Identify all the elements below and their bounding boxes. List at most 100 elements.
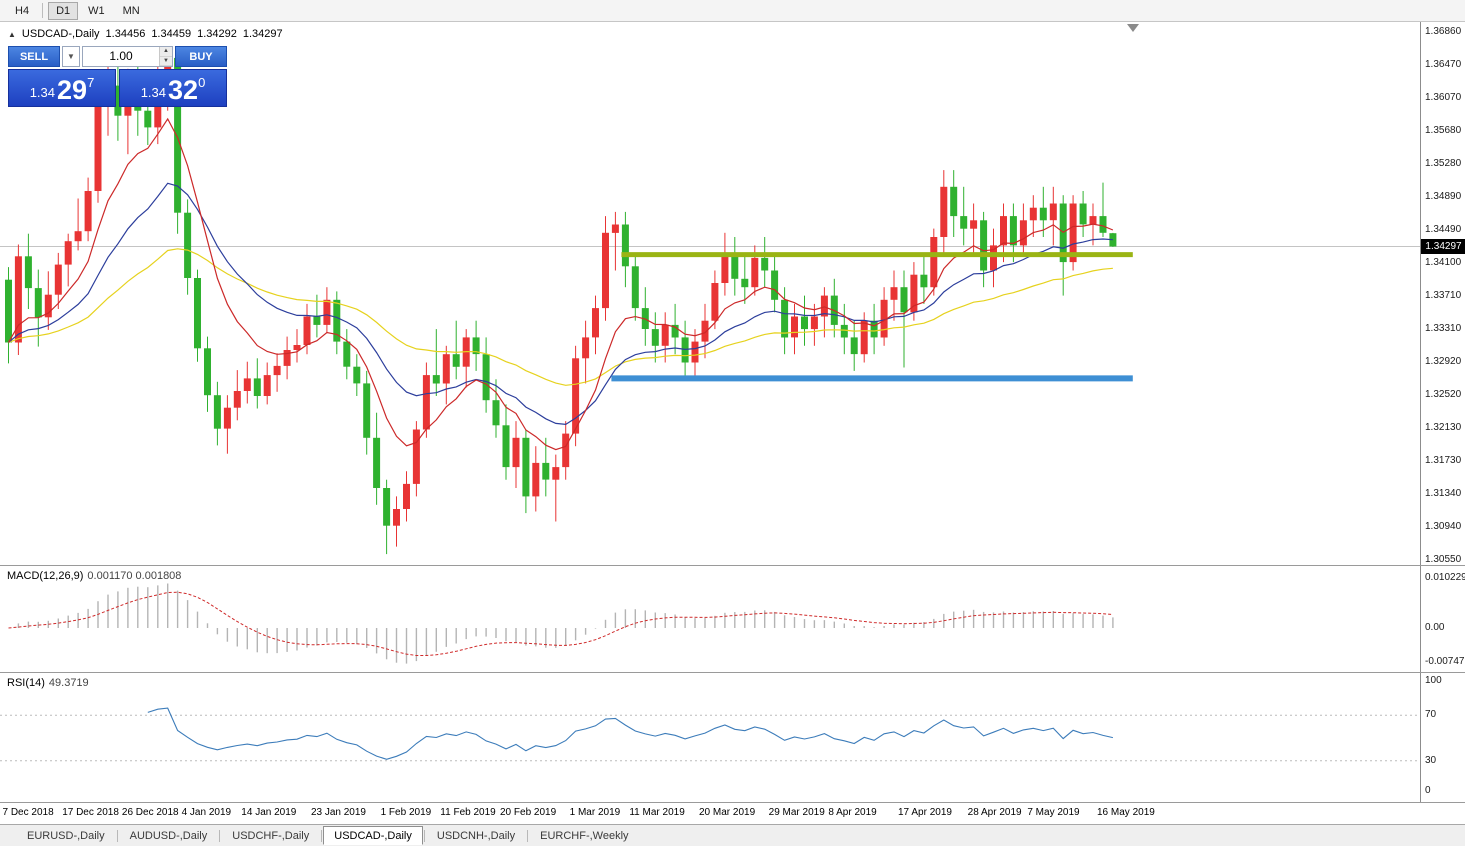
time-axis-label: 20 Feb 2019 — [500, 807, 557, 818]
timeframe-toolbar: H4 D1 W1 MN — [0, 0, 1465, 22]
macd-scale-tick: -0.007477 — [1425, 656, 1465, 667]
timeframe-w1-button[interactable]: W1 — [88, 4, 105, 17]
macd-plot[interactable] — [0, 566, 1420, 673]
macd-label: MACD(12,26,9) 0.001170 0.001808 — [7, 570, 181, 582]
volume-up-button[interactable]: ▲ — [160, 47, 172, 57]
tab-audusd-daily[interactable]: AUDUSD-,Daily — [129, 829, 208, 842]
price-tick: 1.35680 — [1425, 125, 1462, 136]
time-axis-label: 7 Dec 2018 — [2, 807, 54, 818]
time-axis-label: 7 May 2019 — [1027, 807, 1080, 818]
time-axis[interactable]: 7 Dec 2018 17 Dec 2018 26 Dec 2018 4 Jan 20… — [0, 802, 1465, 824]
tab-eurchf-weekly[interactable]: EURCHF-,Weekly — [540, 829, 629, 842]
current-price-badge: 1.34297 — [1421, 239, 1465, 254]
tab-separator — [219, 829, 221, 842]
macd-scale-tick: 0.00 — [1425, 622, 1445, 633]
rsi-scale-tick: 0 — [1425, 785, 1431, 796]
price-tick: 1.34490 — [1425, 224, 1462, 235]
price-tick: 1.35280 — [1425, 158, 1462, 169]
macd-pane: MACD(12,26,9) 0.001170 0.001808 0.010229 0… — [0, 565, 1465, 672]
time-axis-label: 14 Jan 2019 — [241, 807, 297, 818]
ohlc-close: 1.34297 — [242, 28, 283, 40]
price-tick: 1.36860 — [1425, 26, 1462, 37]
rsi-scale-tick: 30 — [1425, 755, 1437, 766]
chart-symbol-period: USDCAD-,Daily — [21, 28, 100, 40]
price-tick: 1.33310 — [1425, 323, 1462, 334]
tab-usdcnh-daily[interactable]: USDCNH-,Daily — [436, 829, 516, 842]
macd-scale[interactable]: 0.010229 0.00 -0.007477 — [1420, 566, 1465, 672]
time-axis-label: 17 Apr 2019 — [898, 807, 952, 818]
main-price-scale[interactable]: 1.36860 1.36470 1.36070 1.35680 1.35280 1.348… — [1420, 22, 1465, 565]
tab-usdcad-daily[interactable]: USDCAD-,Daily — [323, 826, 423, 845]
time-axis-label: 1 Feb 2019 — [380, 807, 432, 818]
ohlc-high: 1.34459 — [151, 28, 192, 40]
rsi-pane: RSI(14) 49.3719 100 70 30 0 — [0, 672, 1465, 802]
chevron-down-icon: ▼ — [67, 52, 75, 61]
rsi-value: 49.3719 — [48, 677, 89, 689]
tab-separator — [527, 829, 529, 842]
price-tick: 1.30550 — [1425, 554, 1462, 565]
volume-field: 1.00 ▲ ▼ — [82, 46, 173, 67]
sell-price-main: 29 — [57, 75, 88, 105]
sell-price-prefix: 1.34 — [29, 85, 56, 100]
chart-area: ▲ USDCAD-,Daily 1.34456 1.34459 1.34292 … — [0, 22, 1465, 824]
price-tick: 1.33710 — [1425, 290, 1462, 301]
time-axis-label: 29 Mar 2019 — [768, 807, 825, 818]
volume-spinner: ▲ ▼ — [159, 47, 172, 66]
one-click-trading-panel: SELL ▼ 1.00 ▲ ▼ BUY 1.34 — [8, 46, 227, 107]
time-axis-label: 16 May 2019 — [1097, 807, 1155, 818]
time-axis-label: 8 Apr 2019 — [828, 807, 877, 818]
sell-price-pip: 7 — [87, 75, 95, 90]
rsi-plot[interactable] — [0, 673, 1420, 803]
rsi-scale[interactable]: 100 70 30 0 — [1420, 673, 1465, 802]
price-tick: 1.36070 — [1425, 92, 1462, 103]
timeframe-h4-button[interactable]: H4 — [15, 4, 30, 17]
buy-price-pip: 0 — [198, 75, 206, 90]
time-axis-label: 28 Apr 2019 — [967, 807, 1022, 818]
tab-separator — [321, 829, 323, 842]
price-tick: 1.32920 — [1425, 356, 1462, 367]
volume-down-button[interactable]: ▼ — [160, 56, 172, 66]
tab-separator — [423, 829, 425, 842]
tab-eurusd-daily[interactable]: EURUSD-,Daily — [27, 829, 105, 842]
macd-scale-tick: 0.010229 — [1425, 572, 1465, 583]
time-axis-label: 17 Dec 2018 — [62, 807, 119, 818]
buy-button[interactable]: BUY — [175, 46, 227, 67]
macd-name: MACD(12,26,9) — [7, 570, 84, 582]
volume-dropdown-button[interactable]: ▼ — [62, 46, 80, 67]
buy-price-button[interactable]: 1.34 32 0 — [119, 69, 227, 107]
buy-price-prefix: 1.34 — [140, 85, 167, 100]
sell-button[interactable]: SELL — [8, 46, 60, 67]
timeframe-d1-button[interactable]: D1 — [48, 1, 79, 20]
chart-ohlc-readout: ▲ USDCAD-,Daily 1.34456 1.34459 1.34292 … — [8, 28, 283, 40]
price-tick: 1.30940 — [1425, 521, 1462, 532]
time-axis-label: 23 Jan 2019 — [310, 807, 366, 818]
time-axis-label: 20 Mar 2019 — [699, 807, 756, 818]
time-axis-label: 4 Jan 2019 — [181, 807, 232, 818]
price-tick: 1.36470 — [1425, 59, 1462, 70]
rsi-name: RSI(14) — [7, 677, 45, 689]
price-tick: 1.34100 — [1425, 257, 1462, 268]
price-tick: 1.31730 — [1425, 455, 1462, 466]
chart-tab-bar: EURUSD-,Daily AUDUSD-,Daily USDCHF-,Dail… — [0, 824, 1465, 846]
price-tick: 1.32130 — [1425, 422, 1462, 433]
volume-input[interactable]: 1.00 — [109, 49, 133, 63]
time-axis-label: 26 Dec 2018 — [121, 807, 179, 818]
one-click-collapse-icon[interactable]: ▲ — [8, 29, 16, 39]
tab-usdchf-daily[interactable]: USDCHF-,Daily — [232, 829, 310, 842]
rsi-scale-tick: 70 — [1425, 709, 1437, 720]
rsi-scale-tick: 100 — [1425, 675, 1442, 686]
ohlc-low: 1.34292 — [197, 28, 237, 40]
price-tick: 1.32520 — [1425, 389, 1462, 400]
time-axis-label: 11 Mar 2019 — [629, 807, 685, 818]
macd-values: 0.001170 0.001808 — [87, 570, 182, 582]
sell-price-button[interactable]: 1.34 29 7 — [8, 69, 116, 107]
buy-price-main: 32 — [168, 75, 199, 105]
price-tick: 1.34890 — [1425, 191, 1462, 202]
toolbar-separator — [42, 3, 44, 18]
price-tick: 1.31340 — [1425, 488, 1462, 499]
ohlc-open: 1.34456 — [105, 28, 146, 40]
time-axis-label: 11 Feb 2019 — [440, 807, 496, 818]
timeframe-mn-button[interactable]: MN — [122, 4, 140, 17]
rsi-label: RSI(14) 49.3719 — [7, 677, 89, 689]
